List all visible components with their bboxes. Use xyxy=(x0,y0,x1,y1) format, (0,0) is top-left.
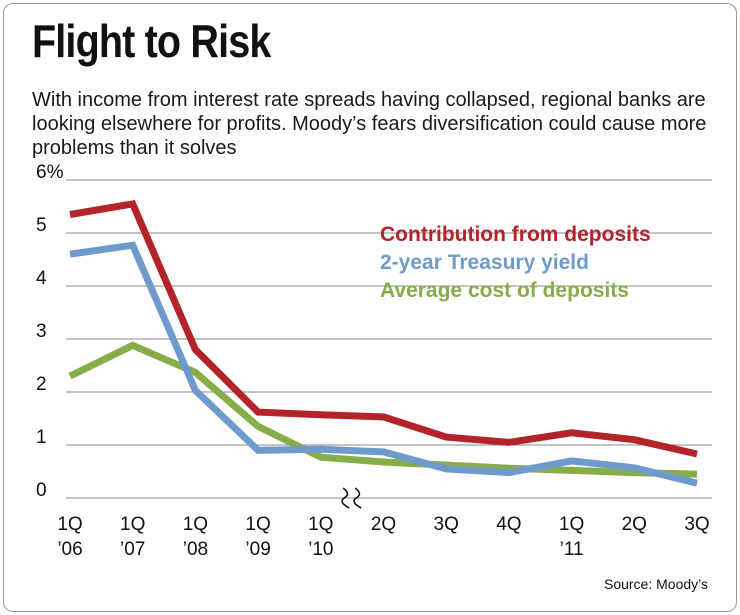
x-tick-label: ’08 xyxy=(183,539,208,560)
x-tick-label: 1Q xyxy=(120,514,145,535)
series-line-contribution-from-deposits xyxy=(69,199,698,458)
axis-break-squiggle xyxy=(341,487,350,509)
series-line-2-year-treasury-yield xyxy=(69,241,698,487)
x-tick-label: 3Q xyxy=(434,514,459,535)
x-tick-label: ’11 xyxy=(560,539,584,560)
y-tick-label: 5 xyxy=(36,215,47,236)
x-tick-label: ’10 xyxy=(308,539,333,560)
axis-break-marker xyxy=(341,487,362,509)
y-tick-label: 0 xyxy=(36,480,47,501)
chart-frame xyxy=(3,3,737,612)
gridlines xyxy=(66,179,712,499)
x-tick-label: 1Q xyxy=(245,514,270,535)
y-axis-ticks: 0 1 2 3 4 5 6% xyxy=(36,162,64,501)
chart-subtitle: With income from interest rate spreads h… xyxy=(32,89,707,159)
chart-title: Flight to Risk xyxy=(32,15,271,67)
y-tick-label: 3 xyxy=(36,321,47,342)
x-tick-label: ’06 xyxy=(57,539,82,560)
y-tick-label: 1 xyxy=(36,427,47,448)
legend-item-2-year-treasury-yield: 2-year Treasury yield xyxy=(380,251,589,274)
x-tick-label: 2Q xyxy=(371,514,396,535)
series-line-average-cost-of-deposits xyxy=(68,341,698,478)
axis-break-squiggle xyxy=(353,487,362,509)
x-tick-label: 1Q xyxy=(559,514,584,535)
y-tick-label: 4 xyxy=(36,268,47,289)
x-tick-label: 1Q xyxy=(183,514,208,535)
x-tick-label: 1Q xyxy=(57,514,82,535)
x-tick-label: ’09 xyxy=(245,539,270,560)
source-note: Source: Moody’s xyxy=(603,576,708,592)
x-tick-label: 4Q xyxy=(496,514,521,535)
x-tick-label: 2Q xyxy=(622,514,647,535)
series-lines xyxy=(68,199,698,487)
x-tick-label: 1Q xyxy=(308,514,333,535)
legend-item-contribution-from-deposits: Contribution from deposits xyxy=(380,223,651,246)
legend: Contribution from deposits 2-year Treasur… xyxy=(380,223,651,302)
x-tick-label: 3Q xyxy=(684,514,709,535)
y-tick-label: 6% xyxy=(36,162,64,183)
y-tick-label: 2 xyxy=(36,374,47,395)
x-axis-ticks: 1Q ’06 1Q ’07 1Q ’08 1Q ’09 1Q ’10 2Q 3Q 4Q 1Q ’11 2Q 3Q xyxy=(57,514,709,560)
legend-item-average-cost-of-deposits: Average cost of deposits xyxy=(380,279,629,302)
x-tick-label: ’07 xyxy=(120,539,145,560)
